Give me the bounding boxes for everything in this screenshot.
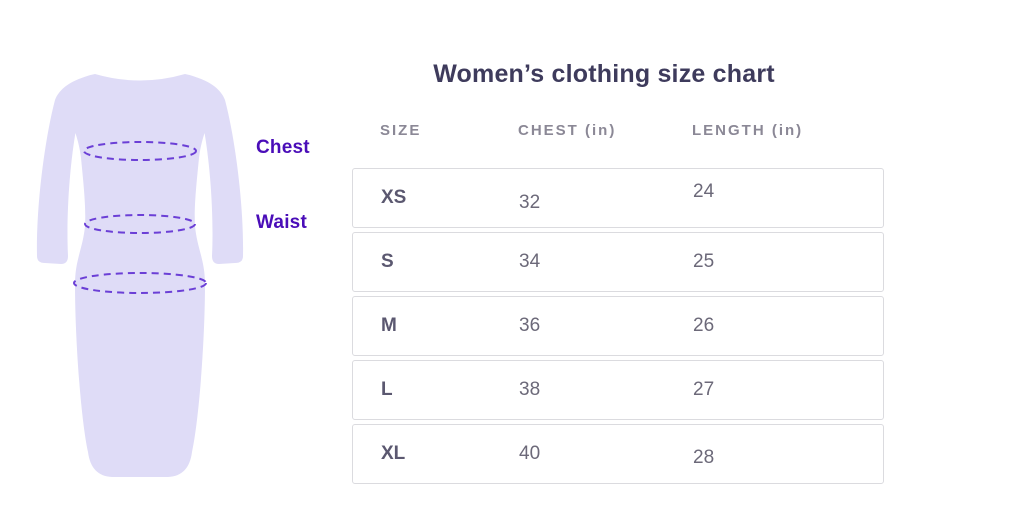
chest-label: Chest: [256, 137, 310, 158]
table-row-s: S 34 25: [352, 232, 884, 292]
hip-measurement-line: [73, 272, 207, 294]
table-row-xl: XL 40 28: [352, 424, 884, 484]
chest-cell: 36: [519, 315, 541, 336]
size-chart-panel: Women’s clothing size chart SIZE CHEST (…: [352, 60, 884, 484]
length-cell: 27: [693, 379, 715, 400]
table-row-l: L 38 27: [352, 360, 884, 420]
size-cell: M: [381, 315, 397, 336]
dress-left-sleeve-shape: [36, 75, 93, 264]
column-header-length: LENGTH (in): [692, 122, 804, 139]
dress-silhouette-graphic: [36, 74, 244, 477]
length-cell: 26: [693, 315, 715, 336]
length-cell: 24: [693, 181, 715, 202]
column-header-size: SIZE: [380, 122, 422, 139]
waist-label: Waist: [256, 212, 307, 233]
waist-measurement-line: [84, 214, 196, 234]
size-table: XS 32 24 S 34 25 M 36 26 L 38 27 XL 40 2…: [352, 168, 884, 484]
size-cell: XL: [381, 443, 406, 464]
dress-body-shape: [63, 74, 217, 477]
column-header-chest: CHEST (in): [518, 122, 617, 139]
chest-cell: 32: [519, 192, 541, 213]
chest-measurement-line: [83, 141, 197, 161]
chest-cell: 40: [519, 443, 541, 464]
size-cell: S: [381, 251, 394, 272]
size-cell: L: [381, 379, 393, 400]
size-cell: XS: [381, 187, 407, 208]
chest-cell: 38: [519, 379, 541, 400]
table-row-xs: XS 32 24: [352, 168, 884, 228]
chest-cell: 34: [519, 251, 541, 272]
table-header-row: SIZE CHEST (in) LENGTH (in): [352, 122, 884, 139]
length-cell: 28: [693, 447, 715, 468]
dress-right-sleeve-shape: [187, 75, 244, 264]
page-title: Women’s clothing size chart: [433, 60, 775, 88]
length-cell: 25: [693, 251, 715, 272]
dress-measurement-illustration: Chest Waist: [0, 0, 330, 518]
table-row-m: M 36 26: [352, 296, 884, 356]
